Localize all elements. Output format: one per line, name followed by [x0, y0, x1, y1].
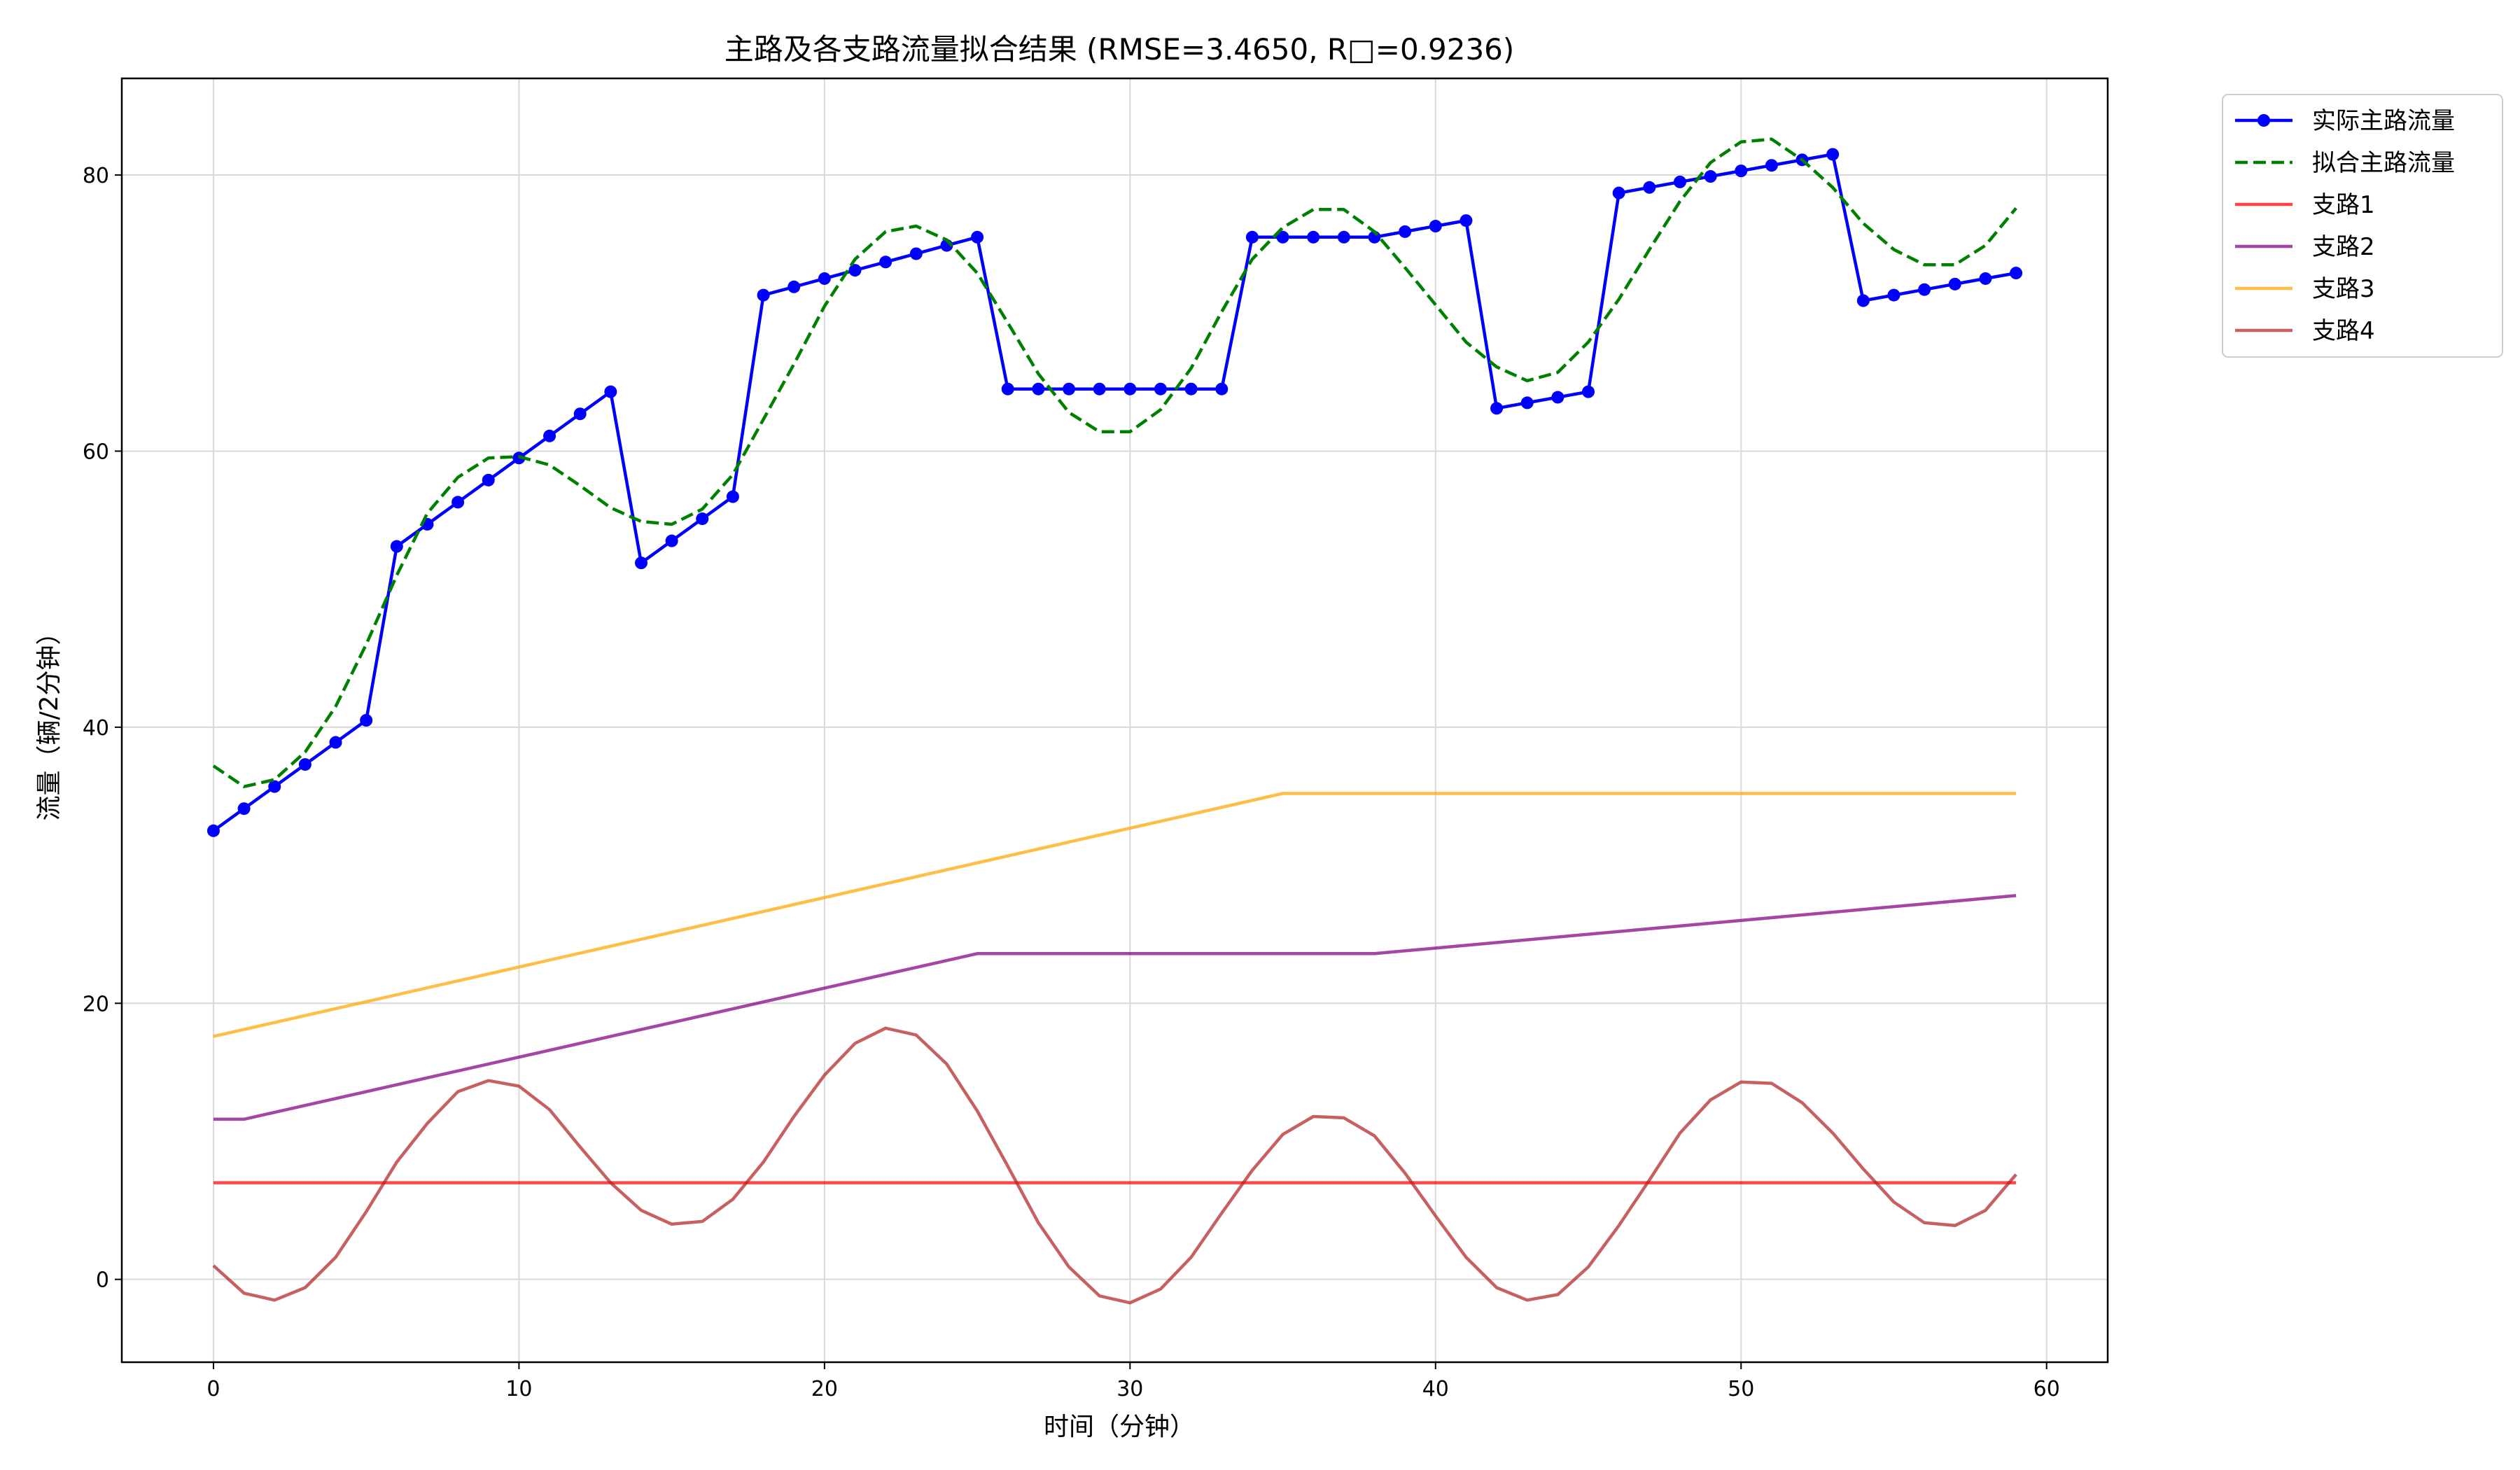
series-0-point: [1276, 230, 1289, 244]
series-0-point: [1856, 294, 1870, 307]
series-0-point: [237, 802, 251, 816]
series-0-point: [1429, 220, 1442, 233]
legend-label-1: 拟合主路流量: [2312, 149, 2455, 177]
series-0-point: [573, 407, 587, 421]
series-0-point: [1612, 186, 1625, 200]
series-0-point: [909, 247, 923, 260]
y-tick-label: 0: [96, 1268, 109, 1293]
series-0-point: [1245, 230, 1259, 244]
series-5-line: [212, 1026, 2017, 1305]
series-1-line: [212, 137, 2017, 788]
series-0-point: [1765, 159, 1778, 172]
series-0-point: [2010, 267, 2023, 280]
series-0-point: [971, 230, 984, 244]
x-tick-label: 0: [206, 1377, 220, 1401]
series-0-point: [1704, 170, 1717, 183]
grid-layer: [122, 78, 2108, 1362]
series-0-point: [451, 496, 465, 509]
series-0-point: [604, 385, 617, 398]
series-0-point: [1887, 288, 1900, 302]
series-0-point: [1643, 181, 1656, 194]
series-0-point: [1337, 230, 1350, 244]
series-0-point: [1979, 272, 1992, 285]
series-0-line: [212, 153, 2017, 832]
legend-label-3: 支路2: [2312, 233, 2375, 261]
x-tick-label: 20: [811, 1377, 838, 1401]
series-4-line: [213, 792, 2017, 1038]
series-0-point: [1490, 402, 1504, 415]
series-0-point: [1673, 175, 1686, 188]
series-0-point: [1215, 382, 1228, 396]
y-tick-label: 20: [83, 992, 109, 1016]
x-tick-label: 30: [1116, 1377, 1143, 1401]
series-0-point: [726, 490, 739, 503]
y-tick-label: 80: [83, 164, 109, 188]
series-0-point: [268, 780, 281, 793]
x-tick-label: 50: [1728, 1377, 1754, 1401]
series-0-point: [1826, 148, 1840, 161]
series-3-line: [213, 894, 2017, 1121]
chart-title: 主路及各支路流量拟合结果 (RMSE=3.4650, R□=0.9236): [724, 32, 1515, 66]
series-0-point: [1124, 382, 1137, 396]
series-0-point: [788, 280, 801, 293]
series-0-point: [696, 512, 709, 526]
series-0-point: [1032, 382, 1045, 396]
series-0-point: [1582, 385, 1595, 398]
x-tick-label: 60: [2033, 1377, 2060, 1401]
legend-label-0: 实际主路流量: [2312, 107, 2455, 135]
series-0-point: [390, 540, 403, 553]
series-0-point: [1918, 283, 1931, 296]
plot-frame: [120, 77, 2109, 1364]
series-0-point: [1399, 225, 1412, 238]
series-0-point: [879, 255, 892, 269]
series-0-point: [1093, 382, 1106, 396]
series-0-point: [543, 429, 556, 442]
y-tick-label: 60: [83, 440, 109, 464]
series-0-point: [298, 758, 312, 771]
x-tick-label: 40: [1422, 1377, 1449, 1401]
series-0-point: [665, 534, 678, 547]
x-tick-label: 10: [505, 1377, 532, 1401]
series-0-point: [482, 473, 495, 486]
series-0-point: [1154, 382, 1167, 396]
axis-layer: 0 10 20 30 40 50 60 0 20 40 60 80: [83, 164, 2060, 1401]
series-layer: [206, 137, 2023, 1305]
series-0-point: [634, 556, 648, 570]
series-0-point: [848, 264, 862, 277]
legend-box: [2222, 94, 2503, 358]
series-0-point: [1184, 382, 1198, 396]
legend-label-5: 支路4: [2312, 317, 2375, 345]
series-0-point: [1735, 164, 1748, 178]
series-0-point: [1063, 382, 1076, 396]
x-axis-label: 时间（分钟）: [1044, 1413, 1195, 1441]
series-0-point: [1001, 382, 1014, 396]
series-0-point: [1948, 277, 1961, 290]
series-0-point: [329, 736, 342, 749]
y-axis-label: 流量（辆/2分钟）: [35, 620, 64, 820]
series-0-point: [1460, 214, 1473, 227]
legend-label-2: 支路1: [2312, 191, 2375, 219]
series-0-point: [1307, 230, 1320, 244]
series-0-point: [757, 288, 770, 302]
series-0-point: [1551, 391, 1564, 404]
y-tick-label: 40: [83, 716, 109, 741]
series-0-point: [1520, 396, 1534, 410]
series-0-point: [360, 714, 373, 727]
legend-marker-0: [2258, 114, 2270, 127]
legend-label-4: 支路3: [2312, 275, 2375, 303]
series-0-point: [818, 272, 831, 285]
series-0-point: [206, 824, 220, 837]
